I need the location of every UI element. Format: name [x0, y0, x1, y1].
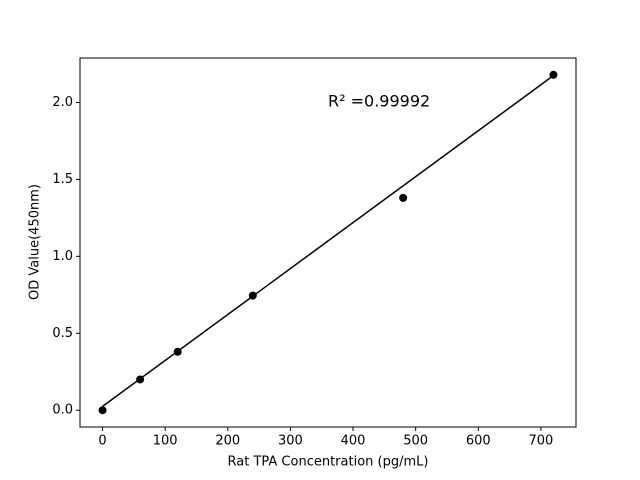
x-tick-label: 700	[529, 434, 554, 449]
x-tick-label: 200	[215, 434, 240, 449]
data-point	[173, 347, 182, 356]
annotation: R² =0.99992	[328, 92, 430, 111]
x-tick-label: 600	[466, 434, 491, 449]
y-axis-label: OD Value(450nm)	[28, 184, 43, 300]
y-tick-label: 0.5	[52, 326, 73, 341]
data-point	[399, 193, 408, 202]
data-point	[549, 70, 558, 79]
x-tick-label: 400	[341, 434, 366, 449]
data-point	[248, 291, 257, 300]
y-tick-label: 0.0	[52, 403, 73, 418]
y-tick-label: 1.5	[52, 172, 73, 187]
x-tick-label: 500	[403, 434, 428, 449]
y-tick-label: 1.0	[52, 249, 73, 264]
plot-frame	[79, 57, 577, 428]
x-axis-label: Rat TPA Concentration (pg/mL)	[228, 455, 429, 470]
x-tick-label: 100	[153, 434, 178, 449]
data-point	[136, 375, 145, 384]
y-tick-label: 2.0	[52, 95, 73, 110]
x-tick-label: 0	[98, 434, 106, 449]
x-tick-label: 300	[278, 434, 303, 449]
data-point	[98, 406, 107, 415]
